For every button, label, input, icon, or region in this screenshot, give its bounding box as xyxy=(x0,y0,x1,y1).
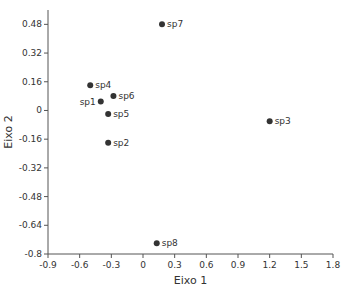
x-tick-label: 0 xyxy=(140,260,146,270)
x-tick-label: 1.5 xyxy=(294,260,308,270)
y-axis-label: Eixo 2 xyxy=(2,115,15,148)
x-tick-label: 0.9 xyxy=(231,260,246,270)
x-tick xyxy=(143,254,144,258)
y-tick-label: 0 xyxy=(36,105,42,115)
y-tick xyxy=(44,110,48,111)
y-tick-label: 0.16 xyxy=(22,77,42,87)
y-tick xyxy=(44,81,48,82)
x-tick-label: 0.3 xyxy=(168,260,182,270)
point-label: sp6 xyxy=(118,91,134,101)
point-labels: sp7 sp4 sp1 sp6 sp5 sp3 sp2 sp8 xyxy=(80,19,291,248)
y-tick xyxy=(44,254,48,255)
x-tick xyxy=(333,254,334,258)
x-tick-label: 1.2 xyxy=(263,260,277,270)
point-label: sp5 xyxy=(113,109,129,119)
x-tick-label: -0.6 xyxy=(71,260,89,270)
y-axis-line xyxy=(48,10,49,254)
x-tick-label: 1.8 xyxy=(326,260,341,270)
y-tick xyxy=(44,53,48,54)
point xyxy=(154,240,160,246)
x-tick xyxy=(111,254,112,258)
x-tick xyxy=(48,254,49,258)
y-tick xyxy=(44,167,48,168)
y-tick xyxy=(44,196,48,197)
x-tick xyxy=(79,254,80,258)
x-axis-label: Eixo 1 xyxy=(174,274,207,287)
x-tick-label: -0.9 xyxy=(39,260,57,270)
y-tick xyxy=(44,24,48,25)
x-tick xyxy=(301,254,302,258)
y-tick-label: -0.64 xyxy=(19,220,43,230)
points xyxy=(87,21,272,246)
point xyxy=(98,99,104,105)
point xyxy=(105,111,111,117)
background xyxy=(0,0,355,290)
y-tick-label: -0.32 xyxy=(19,163,42,173)
x-tick-label: -0.3 xyxy=(103,260,121,270)
chart-container: -0.9 -0.6 -0.3 0 0.3 0.6 0.9 1.2 1.5 1.8 -0.8 -0.64… xyxy=(0,0,355,290)
point-label: sp7 xyxy=(167,19,183,29)
point-label: sp2 xyxy=(113,138,129,148)
point-label: sp3 xyxy=(275,116,291,126)
x-tick xyxy=(269,254,270,258)
point xyxy=(105,140,111,146)
x-tick xyxy=(238,254,239,258)
y-tick-label: 0.48 xyxy=(22,19,42,29)
point-label: sp1 xyxy=(80,97,96,107)
point-label: sp8 xyxy=(162,238,178,248)
point xyxy=(159,21,165,27)
x-tick xyxy=(174,254,175,258)
x-tick xyxy=(206,254,207,258)
y-tick-label: 0.32 xyxy=(22,48,42,58)
x-axis-line xyxy=(48,254,333,255)
point-label: sp4 xyxy=(95,80,111,90)
y-tick-label: -0.8 xyxy=(24,249,42,259)
point xyxy=(267,118,273,124)
chart: -0.9 -0.6 -0.3 0 0.3 0.6 0.9 1.2 1.5 1.8 -0.8 -0.64… xyxy=(0,0,355,290)
point xyxy=(87,82,93,88)
x-tick-label: 0.6 xyxy=(199,260,214,270)
y-tick-label: -0.48 xyxy=(19,192,43,202)
point xyxy=(110,93,116,99)
y-tick xyxy=(44,225,48,226)
y-tick xyxy=(44,139,48,140)
y-tick-label: -0.16 xyxy=(19,134,43,144)
